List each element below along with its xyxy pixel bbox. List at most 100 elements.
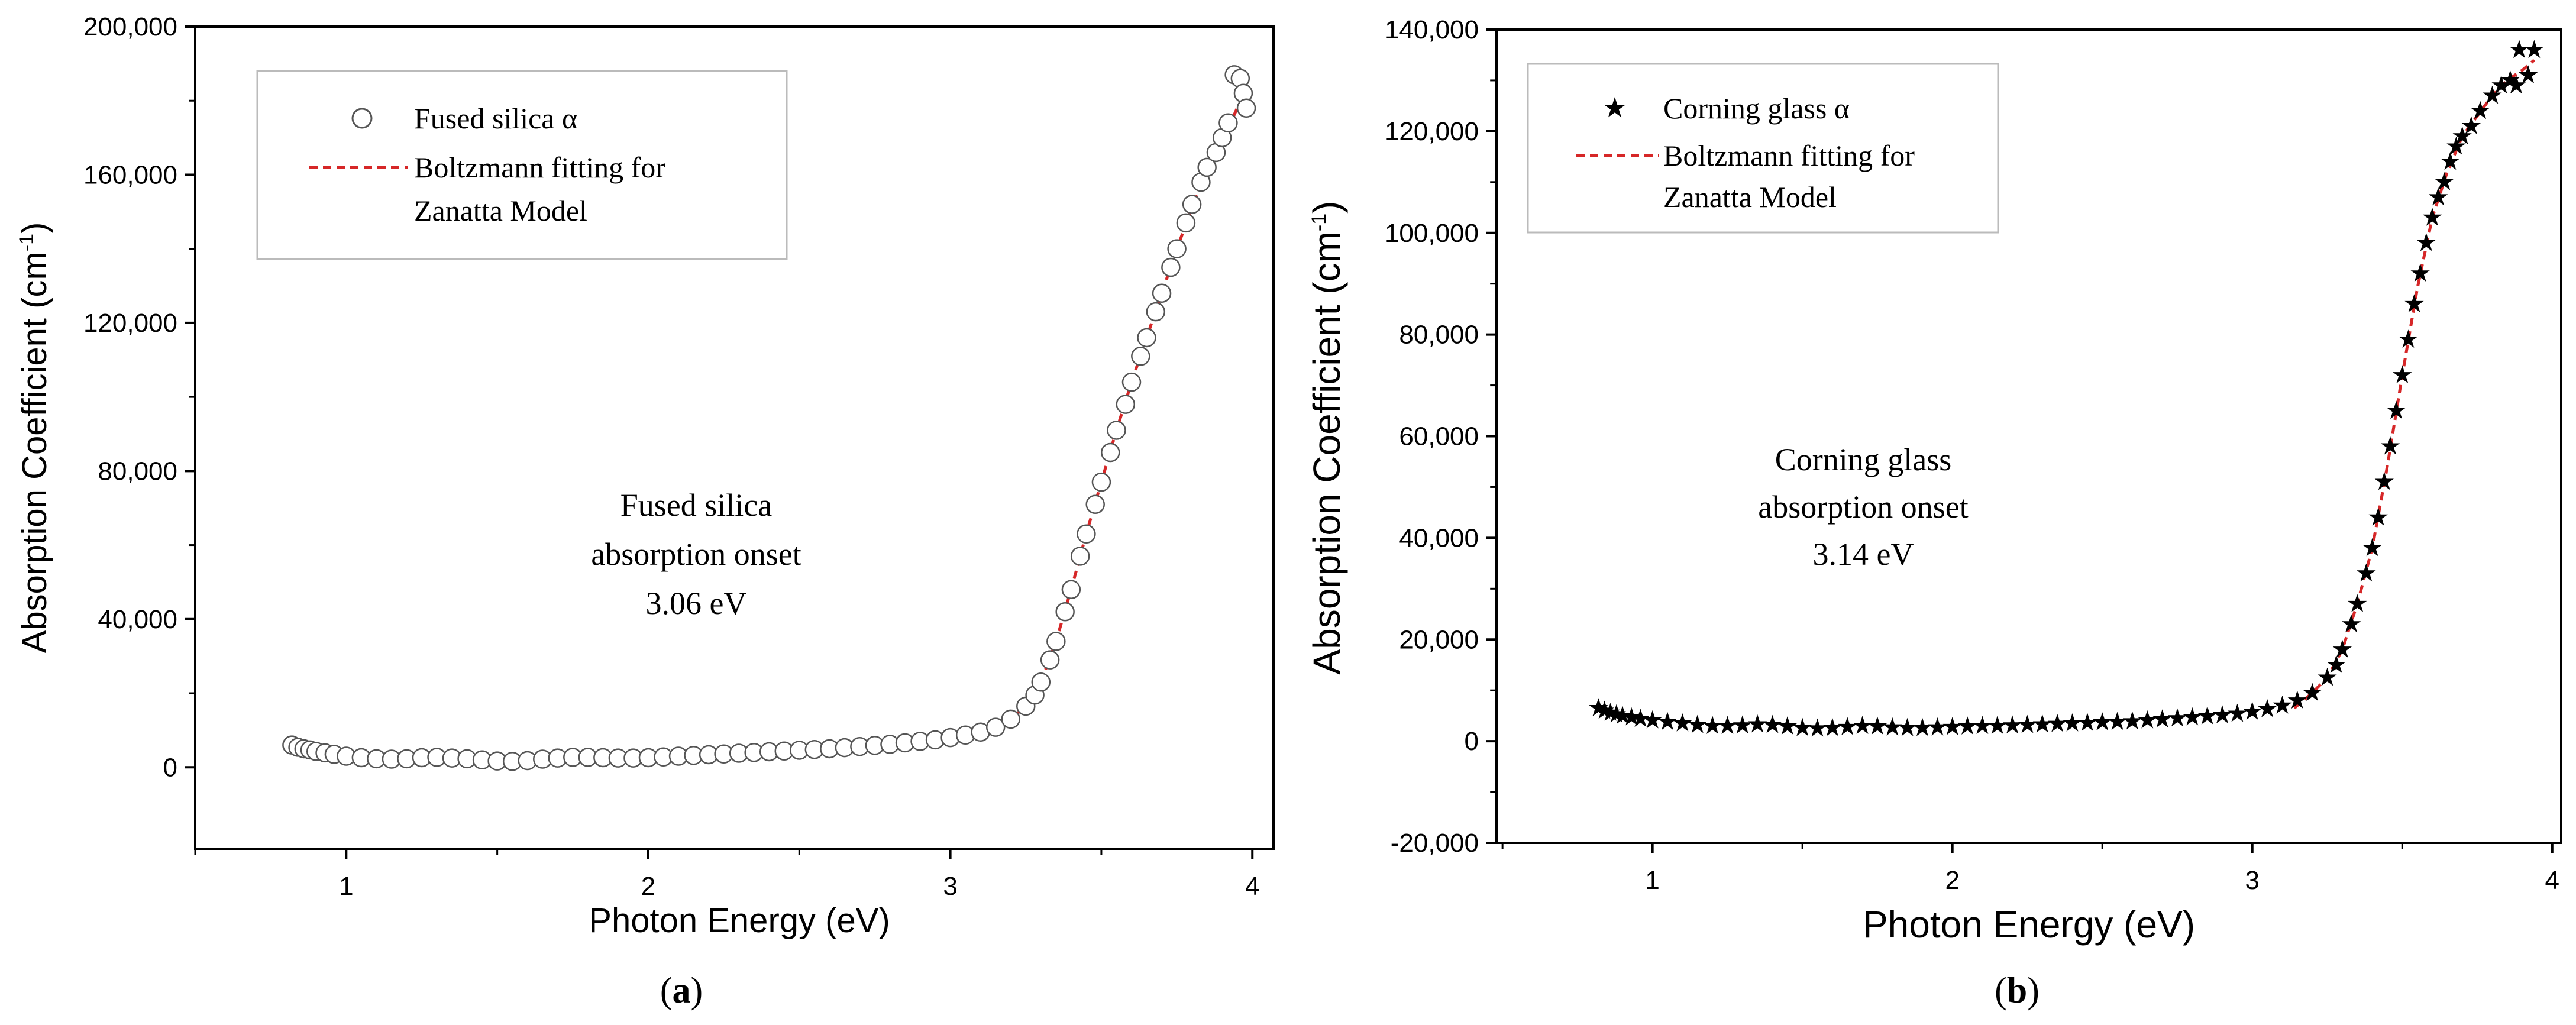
data-point-a-83	[1236, 98, 1256, 118]
fit-curve-line-b	[2293, 59, 2536, 710]
data-point-a-58	[1061, 580, 1081, 599]
data-point-b-62	[2386, 400, 2406, 419]
y-tick-label-b-3: 40,000	[1399, 523, 1479, 552]
legend-label-fit-1-b: Boltzmann fitting for	[1663, 139, 1915, 172]
legend-label-fit-1-a: Boltzmann fitting for	[414, 151, 665, 184]
data-point-a-76	[1197, 157, 1217, 177]
data-point-a-70	[1152, 283, 1172, 303]
data-points-a	[282, 65, 1256, 771]
data-point-a-64	[1107, 421, 1126, 440]
data-point-a-65	[1116, 395, 1136, 414]
legend-box-b	[1527, 63, 1999, 234]
y-tick-label-a-5: 200,000	[83, 12, 177, 41]
data-point-b-11	[1702, 716, 1722, 735]
legend-b: Corning glass α Boltzmann fitting for Za…	[1527, 63, 1999, 234]
data-point-b-74	[2461, 116, 2481, 135]
data-point-b-6	[1631, 709, 1650, 727]
panel-a: 1 2 3 4 0 40,000 80,000 120,000 160,000 200,000 F…	[15, 12, 1275, 1011]
data-point-b-71	[2441, 151, 2460, 170]
x-tick-label-b-3: 4	[2545, 866, 2559, 895]
annotation-b: Corning glass absorption onset 3.14 eV	[1758, 442, 1968, 572]
data-point-b-10	[1688, 714, 1707, 733]
data-point-b-61	[2380, 436, 2400, 455]
data-point-b-34	[2048, 713, 2067, 732]
data-point-a-79	[1218, 113, 1238, 133]
data-point-b-66	[2410, 263, 2430, 282]
data-point-b-26	[1928, 717, 1947, 736]
data-point-b-55	[2341, 614, 2361, 633]
data-point-b-27	[1942, 717, 1962, 735]
data-point-b-38	[2108, 712, 2127, 730]
data-point-b-42	[2167, 708, 2187, 727]
data-point-b-21	[1853, 716, 1872, 735]
data-point-b-56	[2348, 594, 2367, 612]
data-point-a-51	[1001, 709, 1020, 729]
data-point-b-60	[2374, 471, 2394, 490]
data-point-b-78	[2500, 70, 2520, 89]
data-point-a-71	[1161, 257, 1181, 277]
x-tick-label-b-2: 3	[2245, 866, 2260, 895]
data-point-a-56	[1046, 632, 1066, 651]
data-point-b-4	[1612, 706, 1633, 724]
y-axis-label-a: Absorption Coefficient (cm-1)	[15, 222, 54, 654]
y-tick-label-b-8: 140,000	[1385, 15, 1479, 44]
data-point-b-59	[2368, 507, 2388, 526]
annotation-a-line-3: 3.06 eV	[646, 586, 747, 621]
data-point-b-39	[2122, 711, 2142, 730]
data-point-b-19	[1822, 717, 1843, 736]
y-tick-label-b-7: 120,000	[1385, 117, 1479, 146]
data-point-b-73	[2452, 126, 2472, 145]
annotation-b-line-3: 3.14 eV	[1813, 536, 1914, 572]
data-point-a-69	[1146, 302, 1166, 322]
data-point-b-37	[2093, 712, 2112, 731]
data-point-a-57	[1055, 602, 1075, 622]
data-point-b-8	[1657, 712, 1678, 730]
y-tick-label-b-4: 60,000	[1399, 422, 1479, 451]
data-point-a-68	[1137, 328, 1156, 348]
data-point-b-33	[2032, 714, 2052, 733]
annotation-a: Fused silica absorption onset 3.06 eV	[591, 487, 801, 621]
y-tick-label-b-0: -20,000	[1391, 829, 1479, 858]
data-point-b-45	[2212, 705, 2232, 724]
data-point-b-46	[2228, 703, 2247, 722]
y-axis-label-b: Absorption Coefficient (cm-1)	[1305, 201, 1348, 675]
data-point-b-52	[2318, 667, 2337, 686]
data-point-b-31	[2002, 715, 2022, 734]
data-point-b-16	[1777, 716, 1797, 735]
data-point-b-72	[2446, 136, 2466, 155]
data-point-a-73	[1176, 213, 1196, 233]
data-point-b-70	[2435, 172, 2454, 190]
data-point-a-62	[1091, 472, 1111, 492]
data-point-b-76	[2483, 85, 2502, 104]
y-tick-label-a-4: 160,000	[83, 160, 177, 189]
data-point-a-63	[1101, 442, 1120, 463]
legend-label-corning-glass: Corning glass α	[1663, 92, 1850, 125]
data-point-b-80	[2509, 40, 2529, 59]
y-tick-label-b-2: 20,000	[1399, 625, 1479, 654]
caption-b: (b)	[1995, 971, 2040, 1011]
y-tick-label-b-5: 80,000	[1399, 321, 1479, 350]
annotation-a-line-2: absorption onset	[591, 536, 801, 572]
data-point-b-81	[2519, 65, 2538, 84]
caption-a: (a)	[660, 971, 703, 1011]
data-point-b-40	[2138, 710, 2157, 729]
data-point-b-7	[1643, 710, 1662, 729]
data-point-b-9	[1673, 713, 1692, 732]
data-point-b-14	[1747, 714, 1767, 733]
legend-marker-star-b	[1604, 97, 1626, 118]
data-point-a-61	[1085, 494, 1105, 514]
data-point-a-74	[1182, 195, 1202, 214]
y-tick-label-a-3: 120,000	[83, 309, 177, 338]
x-tick-label-a-1: 2	[641, 872, 655, 901]
data-point-b-28	[1957, 716, 1977, 735]
data-point-b-50	[2287, 690, 2307, 709]
y-tick-label-a-2: 80,000	[98, 457, 177, 486]
data-point-b-29	[1973, 716, 1992, 735]
data-point-b-13	[1733, 715, 1752, 734]
data-points-b	[1589, 40, 2544, 737]
data-point-b-48	[2257, 699, 2277, 717]
x-tick-label-b-0: 1	[1645, 866, 1659, 895]
data-point-b-43	[2183, 707, 2202, 726]
data-point-b-67	[2416, 232, 2436, 251]
data-point-b-79	[2506, 75, 2526, 94]
